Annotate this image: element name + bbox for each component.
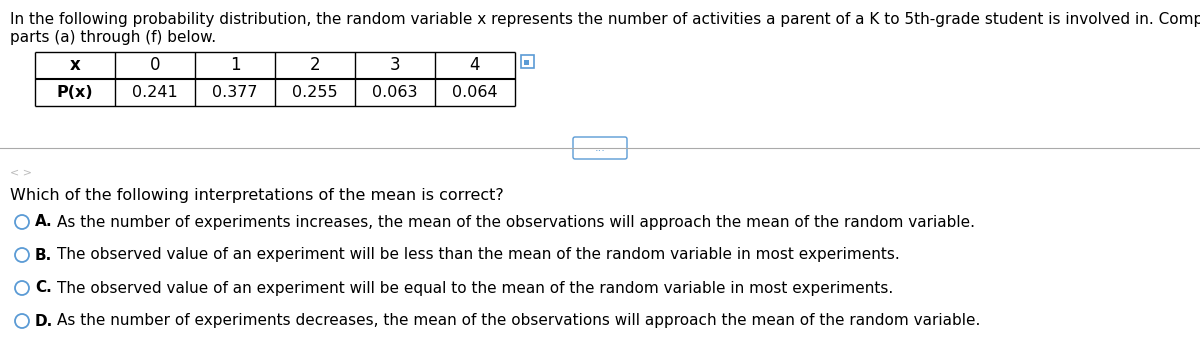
FancyBboxPatch shape	[574, 137, 628, 159]
Text: < >: < >	[10, 168, 32, 178]
Text: x: x	[70, 56, 80, 75]
Text: As the number of experiments decreases, the mean of the observations will approa: As the number of experiments decreases, …	[58, 313, 980, 328]
Text: D.: D.	[35, 313, 53, 328]
Text: In the following probability distribution, the random variable x represents the : In the following probability distributio…	[10, 12, 1200, 27]
Text: 0.064: 0.064	[452, 85, 498, 100]
Text: As the number of experiments increases, the mean of the observations will approa: As the number of experiments increases, …	[58, 215, 974, 230]
Text: ...: ...	[594, 143, 606, 153]
Circle shape	[14, 314, 29, 328]
Text: The observed value of an experiment will be equal to the mean of the random vari: The observed value of an experiment will…	[58, 281, 893, 295]
Circle shape	[14, 248, 29, 262]
Circle shape	[14, 215, 29, 229]
Text: 0.255: 0.255	[292, 85, 338, 100]
Text: 0.241: 0.241	[132, 85, 178, 100]
Text: 2: 2	[310, 56, 320, 75]
Text: Which of the following interpretations of the mean is correct?: Which of the following interpretations o…	[10, 188, 504, 203]
Text: 0: 0	[150, 56, 161, 75]
Text: 0.063: 0.063	[372, 85, 418, 100]
Text: 1: 1	[229, 56, 240, 75]
Text: The observed value of an experiment will be less than the mean of the random var: The observed value of an experiment will…	[58, 248, 900, 262]
Text: parts (a) through (f) below.: parts (a) through (f) below.	[10, 30, 216, 45]
Text: 0.377: 0.377	[212, 85, 258, 100]
Text: B.: B.	[35, 248, 53, 262]
Circle shape	[14, 281, 29, 295]
Text: P(x): P(x)	[56, 85, 94, 100]
FancyBboxPatch shape	[521, 55, 534, 68]
Text: 3: 3	[390, 56, 401, 75]
Text: 4: 4	[469, 56, 480, 75]
FancyBboxPatch shape	[524, 60, 529, 65]
Text: C.: C.	[35, 281, 52, 295]
Text: A.: A.	[35, 215, 53, 230]
